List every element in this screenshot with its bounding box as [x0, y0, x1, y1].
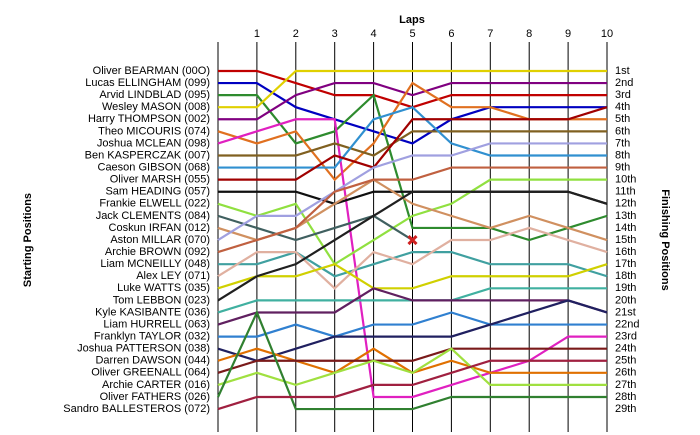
starting-label: Caeson GIBSON (068): [98, 161, 211, 173]
driver-line: [217, 359, 607, 411]
starting-label: Oliver FATHERS (026): [100, 391, 210, 403]
x-tick-label: 10: [601, 28, 613, 40]
finishing-label: 2nd: [615, 77, 633, 89]
finishing-label: 15th: [615, 234, 636, 246]
driver-line: [217, 347, 607, 387]
starting-label: Lucas ELLINGHAM (099): [85, 77, 210, 89]
driver-line: [217, 347, 607, 374]
driver-line: [218, 105, 607, 169]
starting-label: Archie BROWN (092): [105, 246, 210, 258]
driver-line: [218, 311, 607, 338]
starting-label: Theo MICOURIS (074): [98, 125, 210, 137]
finishing-label: 24th: [615, 343, 636, 355]
driver-line: [217, 190, 608, 302]
starting-label: Jack CLEMENTS (084): [96, 210, 210, 222]
driver-line: [218, 81, 607, 145]
finishing-label: 7th: [615, 137, 630, 149]
starting-label: Darren DAWSON (044): [95, 355, 210, 367]
finishing-label: 13th: [615, 210, 636, 222]
finishing-label: 6th: [615, 125, 630, 137]
driver-line: [217, 226, 608, 290]
driver-line: [217, 299, 608, 362]
starting-label: Liam MCNEILLY (048): [100, 258, 210, 270]
finishing-label: 3rd: [615, 89, 631, 101]
starting-label: Oliver BEARMAN (00O): [93, 65, 210, 77]
driver-line: [217, 142, 607, 241]
x-axis-title: Laps: [399, 14, 425, 26]
starting-label: Harry THOMPSON (002): [88, 113, 210, 125]
finishing-label: 18th: [615, 270, 636, 282]
starting-label: Frankie ELWELL (022): [99, 198, 210, 210]
starting-label: Alex LEY (071): [136, 270, 210, 282]
x-tick-label: 1: [254, 28, 260, 40]
finishing-label: 17th: [615, 258, 636, 270]
starting-label: Kyle KASIBANTE (036): [95, 306, 210, 318]
finishing-label: 26th: [615, 367, 636, 379]
x-tick-label: 6: [448, 28, 454, 40]
starting-label: Oliver GREENALL (064): [91, 367, 210, 379]
driver-line: [218, 250, 608, 278]
finishing-label: 27th: [615, 379, 636, 391]
starting-label: Coskun IRFAN (012): [109, 222, 210, 234]
x-tick-label: 9: [565, 28, 571, 40]
driver-line: [217, 118, 607, 399]
starting-label: Joshua PATTERSON (038): [77, 343, 210, 355]
driver-line: [218, 93, 608, 242]
finishing-label: 8th: [615, 149, 630, 161]
finishing-label: 5th: [615, 113, 630, 125]
x-tick-label: 4: [371, 28, 377, 40]
finishing-label: 4th: [615, 101, 630, 113]
starting-label: Tom LEBBON (023): [113, 294, 210, 306]
starting-label: Liam HURRELL (063): [103, 318, 210, 330]
finishing-label: 28th: [615, 391, 636, 403]
starting-label: Aston MILLAR (070): [110, 234, 210, 246]
y-axis-title: Starting Positions: [22, 193, 34, 287]
finishing-label: 12th: [615, 198, 636, 210]
starting-label: Franklyn TAYLOR (032): [94, 331, 210, 343]
finishing-label: 29th: [615, 403, 636, 415]
finishing-label: 21st: [615, 306, 636, 318]
finishing-label: 20th: [615, 294, 636, 306]
driver-line: [217, 214, 414, 242]
driver-line: [217, 166, 607, 254]
finishing-label: 10th: [615, 174, 636, 186]
finishing-label: 22nd: [615, 318, 639, 330]
x-tick-label: 7: [487, 28, 493, 40]
x-tick-label: 8: [526, 28, 532, 40]
x-tick-label: 2: [293, 28, 299, 40]
retired-marker: [407, 234, 418, 246]
driver-line: [218, 81, 607, 121]
finishing-label: 11th: [615, 186, 636, 198]
starting-label: Archie CARTER (016): [102, 379, 210, 391]
driver-line: [218, 130, 607, 157]
finishing-label: 19th: [615, 282, 636, 294]
starting-label: Ben KASPERCZAK (007): [85, 149, 210, 161]
finishing-label: 23rd: [615, 331, 637, 343]
driver-line: [217, 309, 607, 411]
x-tick-label: 3: [332, 28, 338, 40]
starting-label: Sandro BALLESTEROS (072): [63, 403, 210, 415]
starting-label: Arvid LINDBLAD (095): [99, 89, 210, 101]
starting-label: Sam HEADING (057): [105, 186, 210, 198]
finishing-label: 9th: [615, 161, 630, 173]
driver-line: [217, 287, 608, 326]
y2-axis-title: Finishing Positions: [659, 189, 671, 290]
starting-label: Joshua MCLEAN (098): [97, 137, 210, 149]
driver-line: [218, 69, 607, 109]
finishing-label: 16th: [615, 246, 636, 258]
starting-label: Wesley MASON (008): [102, 101, 210, 113]
finishing-label: 14th: [615, 222, 636, 234]
starting-label: Oliver MARSH (055): [110, 174, 210, 186]
driver-line: [217, 178, 607, 266]
driver-line: [217, 262, 608, 290]
starting-label: Luke WATTS (035): [117, 282, 210, 294]
driver-line: [218, 106, 608, 181]
finishing-label: 1st: [615, 65, 630, 77]
x-tick-label: 5: [409, 28, 415, 40]
finishing-label: 25th: [615, 355, 636, 367]
